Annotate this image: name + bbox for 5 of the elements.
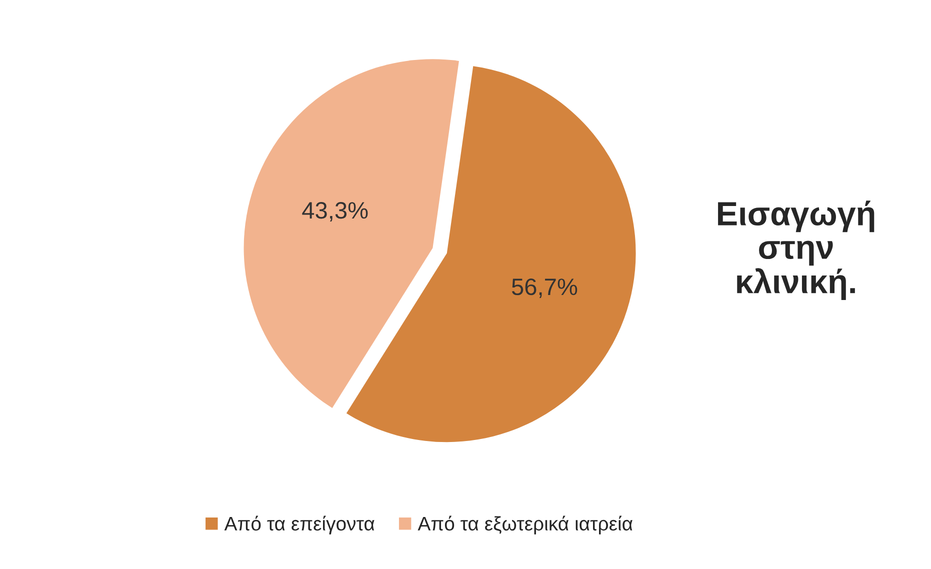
text: Εισαγωγή στην κλινική. <box>718 200 874 300</box>
data-label: 43,3% <box>302 202 368 222</box>
legend-label: Από τα επείγοντα <box>224 516 374 534</box>
data-label: 56,7% <box>512 278 578 298</box>
legend-label: Από τα εξωτερικά ιατρεία <box>418 516 632 534</box>
